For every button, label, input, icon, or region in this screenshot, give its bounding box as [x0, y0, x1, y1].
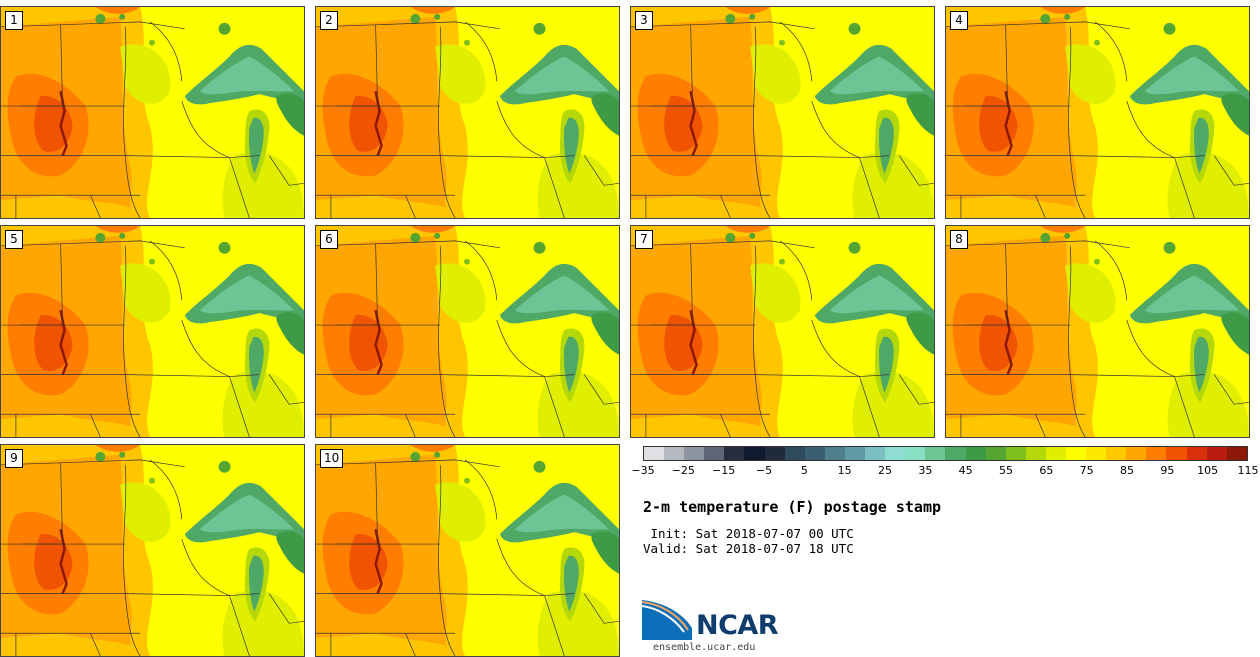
- colorbar-tick: −15: [712, 464, 736, 477]
- colorbar-swatch: [1166, 447, 1187, 460]
- colorbar-swatch: [664, 447, 685, 460]
- colorbar-swatch: [1065, 447, 1087, 460]
- colorbar-swatch: [885, 447, 906, 460]
- member-panel[interactable]: 2: [315, 6, 620, 219]
- temperature-map: [631, 226, 934, 437]
- member-panel[interactable]: 8: [945, 225, 1250, 438]
- colorbar-swatch: [1045, 447, 1066, 460]
- colorbar-swatch: [724, 447, 745, 460]
- temperature-map: [946, 226, 1249, 437]
- member-number: 8: [950, 230, 968, 249]
- colorbar-tick: 25: [878, 464, 892, 477]
- colorbar-swatch: [965, 447, 986, 460]
- temperature-map: [946, 7, 1249, 218]
- valid-time: Valid: Sat 2018-07-07 18 UTC: [643, 541, 854, 556]
- colorbar-swatch: [824, 447, 845, 460]
- colorbar-swatch: [905, 447, 926, 460]
- colorbar-swatch: [985, 447, 1006, 460]
- member-panel[interactable]: 1: [0, 6, 305, 219]
- colorbar-tick: 35: [918, 464, 933, 477]
- colorbar-tick: 45: [958, 464, 973, 477]
- colorbar-swatch: [1106, 447, 1127, 460]
- colorbar-swatch: [865, 447, 886, 460]
- member-panel[interactable]: 4: [945, 6, 1250, 219]
- temperature-map: [1, 445, 304, 656]
- colorbar-swatch: [1206, 447, 1227, 460]
- temperature-colorbar: [643, 446, 1248, 461]
- colorbar-tick: −5: [755, 464, 773, 477]
- init-time: Init: Sat 2018-07-07 00 UTC: [643, 526, 854, 541]
- member-panel[interactable]: 7: [630, 225, 935, 438]
- member-panel[interactable]: 9: [0, 444, 305, 657]
- member-number: 9: [5, 449, 23, 468]
- colorbar-swatch: [1146, 447, 1167, 460]
- colorbar-swatch: [744, 447, 765, 460]
- colorbar-swatch: [1126, 447, 1147, 460]
- member-number: 7: [635, 230, 653, 249]
- colorbar-tick: 85: [1120, 464, 1134, 477]
- member-panel[interactable]: 3: [630, 6, 935, 219]
- colorbar-swatch: [644, 447, 665, 460]
- temperature-map: [1, 226, 304, 437]
- colorbar-swatch: [1086, 447, 1107, 460]
- member-number: 10: [320, 449, 344, 468]
- temperature-map: [1, 7, 304, 218]
- colorbar-tick: 5: [800, 464, 808, 477]
- colorbar-tick: 15: [837, 464, 852, 477]
- colorbar-swatch: [804, 447, 825, 460]
- colorbar-tick: 105: [1197, 464, 1219, 477]
- colorbar-tick: 55: [999, 464, 1013, 477]
- member-number: 5: [5, 230, 23, 249]
- colorbar-swatch: [1186, 447, 1207, 460]
- colorbar-swatch: [1005, 447, 1026, 460]
- website-link[interactable]: ensemble.ucar.edu: [653, 642, 756, 653]
- temperature-map: [316, 445, 619, 656]
- plot-title: 2-m temperature (F) postage stamp: [643, 498, 942, 516]
- member-number: 2: [320, 11, 338, 30]
- colorbar-swatch: [945, 447, 966, 460]
- colorbar-tick-labels: −35 −25 −15 −5 5 15 25 35 45 55 65 75 85 95 105 115: [631, 464, 1258, 480]
- logo-wordmark: NCAR: [696, 610, 779, 641]
- colorbar-tick: 75: [1079, 464, 1094, 477]
- member-number: 4: [950, 11, 968, 30]
- temperature-map: [631, 7, 934, 218]
- colorbar-swatch: [1025, 447, 1046, 460]
- colorbar-swatch: [844, 447, 866, 460]
- member-panel[interactable]: 5: [0, 225, 305, 438]
- colorbar-swatch: [1226, 447, 1247, 460]
- member-panel[interactable]: 6: [315, 225, 620, 438]
- member-panel[interactable]: 10: [315, 444, 620, 657]
- colorbar-tick: −25: [671, 464, 695, 477]
- colorbar-tick: 65: [1039, 464, 1054, 477]
- colorbar-tick: −35: [631, 464, 655, 477]
- colorbar-swatch: [925, 447, 946, 460]
- member-number: 1: [5, 11, 23, 30]
- member-number: 6: [320, 230, 338, 249]
- colorbar-tick: 115: [1237, 464, 1259, 477]
- ncar-logo-icon: [642, 600, 692, 640]
- colorbar-swatch: [684, 447, 705, 460]
- colorbar-tick: 95: [1160, 464, 1175, 477]
- colorbar-swatch: [784, 447, 805, 460]
- colorbar-swatch: [704, 447, 725, 460]
- colorbar-swatch: [764, 447, 785, 460]
- temperature-map: [316, 226, 619, 437]
- member-number: 3: [635, 11, 653, 30]
- temperature-map: [316, 7, 619, 218]
